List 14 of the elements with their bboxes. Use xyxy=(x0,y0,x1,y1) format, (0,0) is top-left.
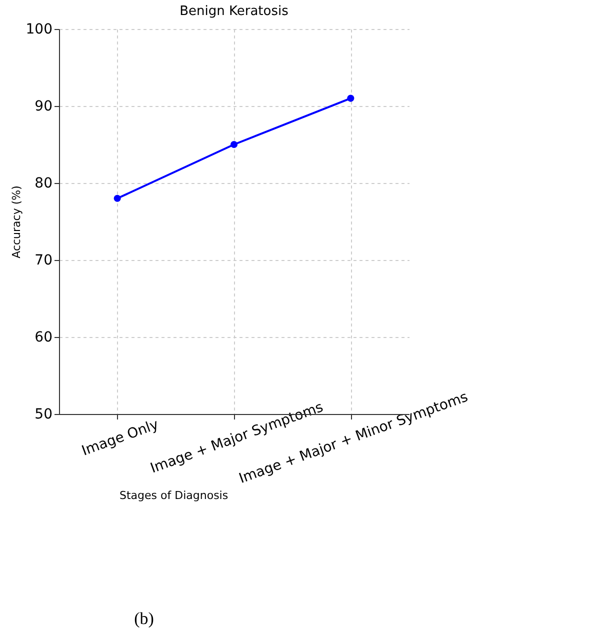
x-axis-title: Stages of Diagnosis xyxy=(120,489,228,502)
x-tick-label: Image Only xyxy=(80,416,161,460)
text: (b) xyxy=(134,609,154,628)
y-axis-title: Accuracy (%) xyxy=(10,186,23,258)
chart-title: Benign Keratosis xyxy=(180,4,289,19)
y-tick-label: 90 xyxy=(34,98,52,114)
point xyxy=(114,194,121,202)
y-tick-label: 60 xyxy=(34,330,52,346)
point xyxy=(347,94,354,102)
y-tick-label: 70 xyxy=(34,252,52,268)
y-tick-label: 100 xyxy=(26,22,52,38)
y-tick-label: 50 xyxy=(34,406,52,422)
point xyxy=(230,140,238,148)
y-tick-label: 80 xyxy=(34,176,52,192)
